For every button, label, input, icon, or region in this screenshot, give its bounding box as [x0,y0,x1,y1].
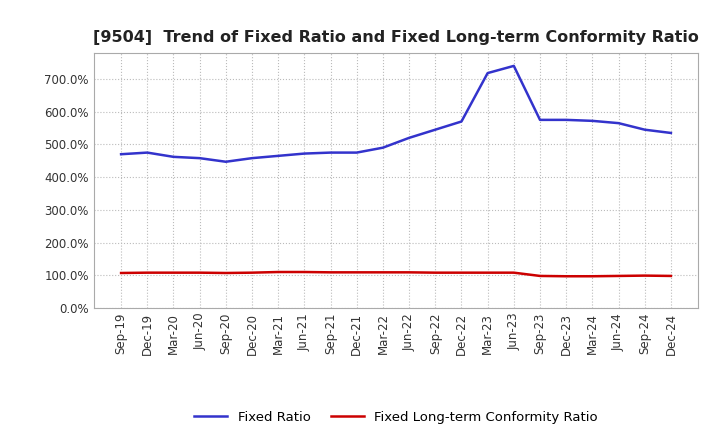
Fixed Long-term Conformity Ratio [195,270,204,275]
Fixed Long-term Conformity Ratio [510,270,518,275]
Fixed Ratio [536,117,544,122]
Fixed Ratio [352,150,361,155]
Fixed Long-term Conformity Ratio [483,270,492,275]
Fixed Ratio [379,145,387,150]
Fixed Long-term Conformity Ratio [143,270,152,275]
Fixed Ratio [614,121,623,126]
Fixed Long-term Conformity Ratio [352,270,361,275]
Fixed Ratio [431,127,440,132]
Title: [9504]  Trend of Fixed Ratio and Fixed Long-term Conformity Ratio: [9504] Trend of Fixed Ratio and Fixed Lo… [93,29,699,45]
Fixed Ratio [457,119,466,124]
Fixed Long-term Conformity Ratio [222,270,230,275]
Legend: Fixed Ratio, Fixed Long-term Conformity Ratio: Fixed Ratio, Fixed Long-term Conformity … [189,405,603,429]
Fixed Long-term Conformity Ratio [248,270,256,275]
Fixed Long-term Conformity Ratio [405,270,413,275]
Fixed Long-term Conformity Ratio [169,270,178,275]
Fixed Ratio [169,154,178,159]
Fixed Long-term Conformity Ratio [640,273,649,278]
Fixed Ratio [510,63,518,69]
Fixed Ratio [667,130,675,136]
Fixed Ratio [143,150,152,155]
Fixed Ratio [588,118,597,124]
Fixed Ratio [640,127,649,132]
Fixed Ratio [222,159,230,165]
Fixed Long-term Conformity Ratio [274,269,282,275]
Fixed Long-term Conformity Ratio [117,270,125,275]
Fixed Ratio [405,135,413,140]
Fixed Ratio [562,117,570,122]
Fixed Long-term Conformity Ratio [536,273,544,279]
Fixed Long-term Conformity Ratio [379,270,387,275]
Fixed Long-term Conformity Ratio [588,274,597,279]
Line: Fixed Ratio: Fixed Ratio [121,66,671,162]
Fixed Long-term Conformity Ratio [614,273,623,279]
Line: Fixed Long-term Conformity Ratio: Fixed Long-term Conformity Ratio [121,272,671,276]
Fixed Ratio [483,70,492,76]
Fixed Long-term Conformity Ratio [667,273,675,279]
Fixed Long-term Conformity Ratio [562,274,570,279]
Fixed Long-term Conformity Ratio [300,269,309,275]
Fixed Long-term Conformity Ratio [431,270,440,275]
Fixed Ratio [274,153,282,158]
Fixed Ratio [117,152,125,157]
Fixed Ratio [248,155,256,161]
Fixed Ratio [300,151,309,156]
Fixed Ratio [326,150,335,155]
Fixed Ratio [195,155,204,161]
Fixed Long-term Conformity Ratio [457,270,466,275]
Fixed Long-term Conformity Ratio [326,270,335,275]
